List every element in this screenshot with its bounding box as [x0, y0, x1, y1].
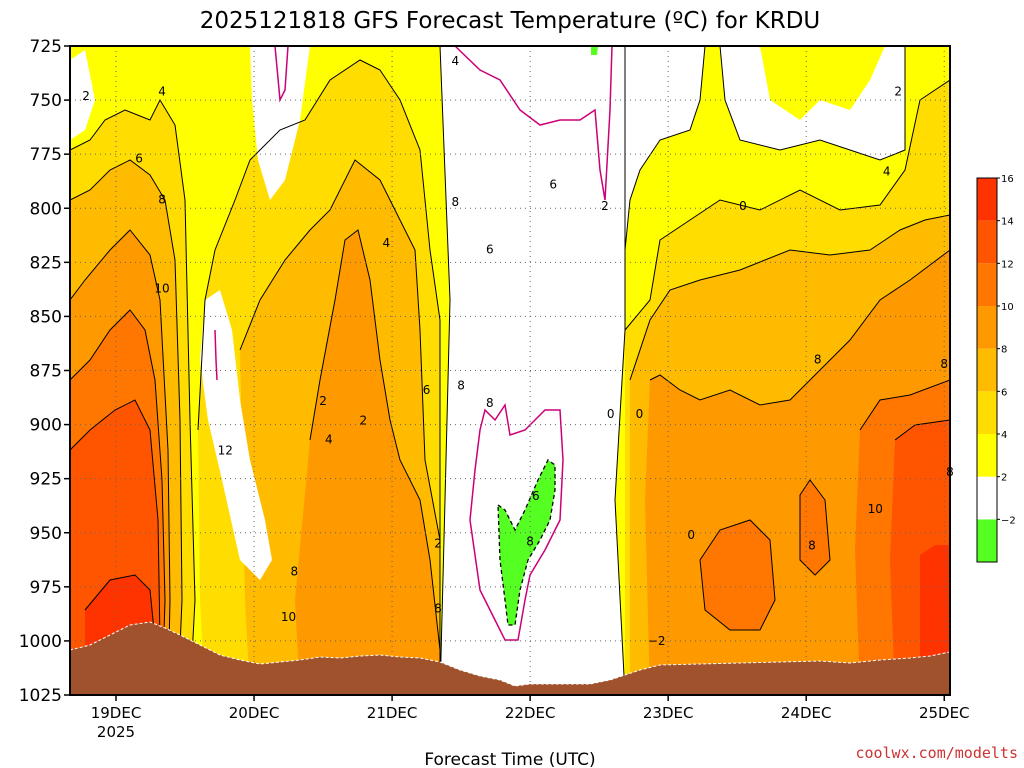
contour-label: 8: [434, 601, 442, 615]
contour-label: 6: [486, 242, 494, 256]
contour-label: 8: [940, 357, 948, 371]
x-tick-label: 22DEC: [505, 704, 556, 722]
x-tick-label: 25DEC: [919, 704, 970, 722]
colorbar-label: 10: [1001, 302, 1014, 313]
contour-label: 10: [868, 502, 883, 516]
contour-label: 4: [452, 54, 460, 68]
x-tick-label: 23DEC: [643, 704, 694, 722]
contour-label: −2: [648, 634, 666, 648]
contour-label: 8: [808, 539, 816, 553]
colorbar-swatch: [977, 178, 997, 221]
colorbar-frame: [976, 177, 998, 563]
y-tick-label: 875: [30, 362, 62, 382]
contour-label: 0: [687, 528, 695, 542]
y-tick-label: 950: [30, 524, 62, 544]
contour-label: 10: [154, 281, 169, 295]
contour-label: 8: [452, 195, 460, 209]
contour-label: 8: [158, 193, 166, 207]
contour-label: 4: [883, 164, 891, 178]
y-axis: 725 750 775 800 825 850 875 900 925 950 975 1000 102…: [19, 37, 70, 706]
contour-label: 6: [532, 489, 540, 503]
x-tick-label: 21DEC: [367, 704, 418, 722]
y-tick-label: 825: [30, 253, 62, 273]
contour-label: 0: [739, 199, 747, 213]
colorbar-swatch: [977, 263, 997, 306]
contour-label: 4: [383, 236, 391, 250]
y-tick-label: 850: [30, 307, 62, 327]
colorbar-label: 14: [1001, 217, 1014, 228]
x-tick-label: 19DEC: [91, 704, 142, 722]
y-tick-label: 925: [30, 470, 62, 490]
colorbar-label: 8: [1001, 345, 1007, 356]
colorbar-swatch: [977, 348, 997, 392]
x-tick-label: 24DEC: [781, 704, 832, 722]
contour-label: 8: [457, 379, 465, 393]
colorbar-swatch: [977, 519, 997, 562]
contour-label: 2: [360, 413, 368, 427]
contour-label: 10: [281, 610, 296, 624]
contour-label: 6: [135, 151, 143, 165]
contour-label: 8: [290, 565, 298, 579]
y-tick-label: 1025: [19, 686, 62, 706]
y-tick-label: 975: [30, 578, 62, 598]
colorbar-label: 6: [1001, 387, 1007, 398]
colorbar-swatch: [977, 476, 997, 520]
credit-text: coolwx.com/modelts: [855, 744, 1018, 762]
y-tick-label: 1000: [19, 632, 62, 652]
contour-label: 2: [434, 537, 442, 551]
colorbar: −2 2 4 6 8 10 12 14 16: [976, 174, 1016, 563]
contour-label: 4: [325, 433, 333, 447]
contour-label: 2: [601, 199, 609, 213]
y-tick-label: 750: [30, 91, 62, 111]
contour-label: 8: [486, 396, 494, 410]
contour-label: 6: [423, 383, 431, 397]
contour-label: 0: [607, 407, 615, 421]
contour-label: 2: [82, 89, 90, 103]
contour-label: 12: [218, 444, 233, 458]
colorbar-swatch: [977, 391, 997, 434]
y-tick-label: 775: [30, 145, 62, 165]
colorbar-swatch: [977, 434, 997, 477]
colorbar-label: 2: [1001, 473, 1007, 484]
contour-label: 8: [814, 353, 822, 367]
contour-label: 0: [636, 407, 644, 421]
colorbar-label: 12: [1001, 259, 1014, 270]
y-tick-label: 900: [30, 416, 62, 436]
contour-label: 2: [319, 394, 327, 408]
colorbar-swatch: [977, 220, 997, 264]
x-tick-sublabel: 2025: [97, 723, 135, 741]
chart-title: 2025121818 GFS Forecast Temperature (ºC)…: [200, 8, 821, 34]
contour-label: 8: [526, 534, 534, 548]
colorbar-label: 16: [1001, 174, 1014, 185]
colorbar-label: −2: [1001, 515, 1016, 526]
x-tick-label: 20DEC: [229, 704, 280, 722]
x-axis-label: Forecast Time (UTC): [424, 750, 595, 768]
contour-label: 6: [549, 177, 557, 191]
colorbar-swatch: [977, 306, 997, 349]
contour-label: 2: [894, 84, 902, 98]
colorbar-label: 4: [1001, 430, 1007, 441]
contour-label: 4: [158, 84, 166, 98]
y-tick-label: 725: [30, 37, 62, 57]
y-tick-label: 800: [30, 199, 62, 219]
